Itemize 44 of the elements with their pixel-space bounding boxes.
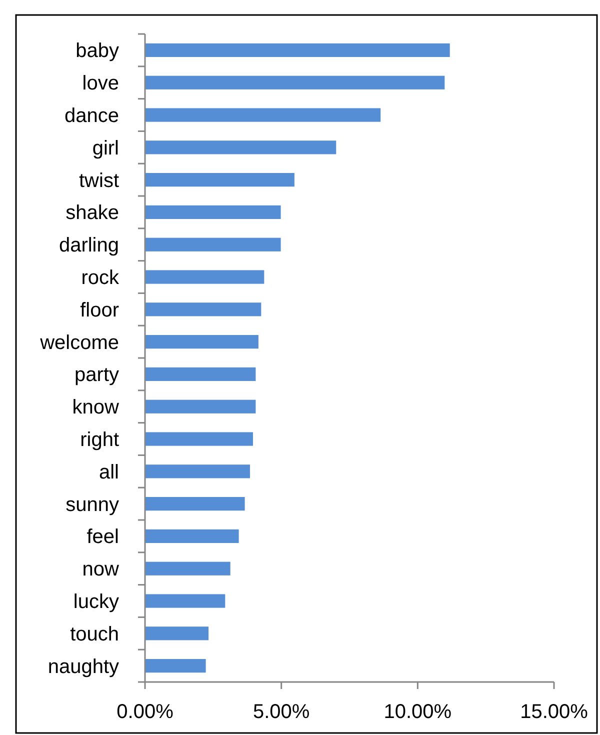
bar [145, 626, 209, 640]
bar [145, 205, 281, 220]
y-tick-label: right [80, 429, 120, 451]
bar [145, 562, 230, 576]
bar [145, 658, 206, 673]
y-tick-label: dance [64, 105, 119, 127]
y-tick-label: all [98, 461, 119, 484]
y-tick-label: sunny [66, 494, 119, 516]
y-tick-label: rock [81, 267, 120, 289]
bar [145, 140, 336, 154]
y-tick-label: darling [58, 234, 119, 257]
bar [145, 464, 250, 478]
bar [145, 400, 256, 414]
x-tick-label: 15.00% [520, 701, 588, 723]
y-tick-label: floor [80, 299, 120, 322]
y-tick-label: touch [70, 623, 119, 646]
y-tick-label: party [74, 364, 119, 386]
y-tick-label: feel [86, 526, 119, 548]
bar [145, 76, 445, 90]
y-tick-label: twist [79, 170, 120, 192]
bar [145, 334, 258, 349]
y-tick-label: shake [66, 202, 119, 224]
bar [145, 302, 262, 316]
bar [145, 594, 226, 608]
bar [145, 238, 281, 252]
x-tick-label: 10.00% [384, 701, 452, 723]
y-tick-label: now [82, 558, 120, 581]
bar [145, 43, 450, 58]
bar [145, 432, 253, 446]
bar [145, 529, 239, 544]
y-tick-label: naughty [48, 656, 119, 678]
x-tick-label: 0.00% [116, 701, 174, 723]
y-tick-label: lucky [73, 591, 119, 613]
y-tick-label: love [82, 72, 119, 95]
x-tick-label: 5.00% [252, 701, 310, 723]
bar [145, 108, 381, 122]
y-tick-label: girl [92, 137, 119, 160]
bar [145, 496, 245, 511]
bar [145, 172, 294, 187]
y-tick-label: welcome [39, 332, 119, 354]
y-tick-label: baby [76, 40, 119, 62]
bar [145, 270, 264, 284]
y-tick-label: know [72, 396, 120, 419]
bar [145, 367, 256, 382]
